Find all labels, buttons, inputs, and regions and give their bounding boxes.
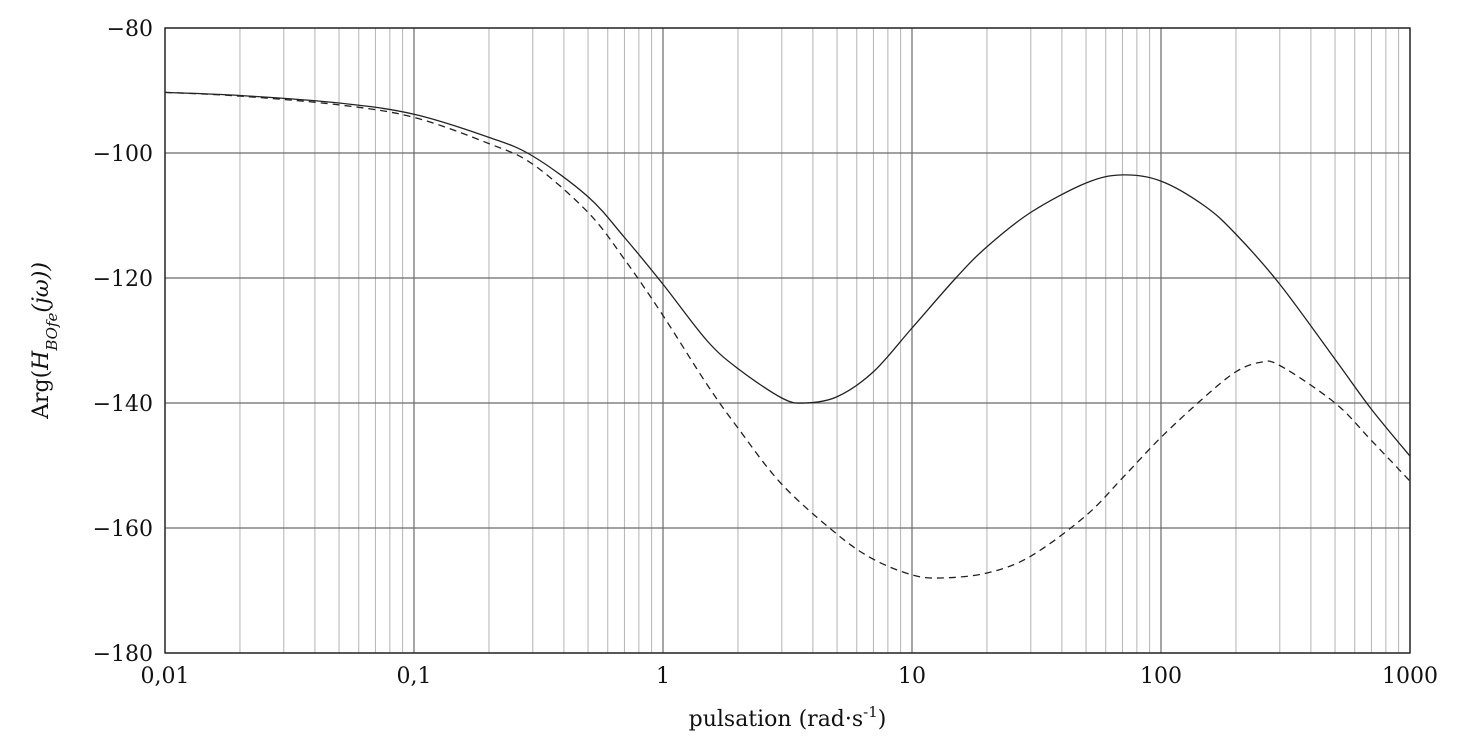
y-axis-title: Arg(HBOfe(jω)) xyxy=(29,262,61,420)
y-tick-label: −160 xyxy=(93,517,153,542)
grid xyxy=(164,27,1411,654)
y-axis-title-h: H xyxy=(29,350,54,371)
x-axis-title: pulsation (rad·s-1) xyxy=(689,703,887,732)
x-tick-label: 0,1 xyxy=(397,664,432,689)
y-tick-label: −80 xyxy=(107,17,153,42)
x-tick-label: 100 xyxy=(1140,664,1182,689)
series-line-dashed xyxy=(164,91,1411,579)
series-layer xyxy=(164,91,1411,579)
y-axis-title-arg: (jω)) xyxy=(29,262,54,313)
y-tick-label: −180 xyxy=(93,642,153,667)
series-line-solid xyxy=(164,91,1411,457)
x-tick-label: 0,01 xyxy=(141,664,190,689)
y-tick-label: −100 xyxy=(93,142,153,167)
plot-frame xyxy=(164,27,1411,654)
x-tick-label: 10 xyxy=(898,664,926,689)
y-tick-label: −140 xyxy=(93,392,153,417)
x-tick-label: 1 xyxy=(656,664,670,689)
x-tick-label: 1000 xyxy=(1382,664,1438,689)
y-tick-label: −120 xyxy=(93,267,153,292)
y-axis-title-sub: BOfe xyxy=(43,312,61,351)
x-axis-title-sup: -1 xyxy=(863,703,878,721)
x-axis-title-text: pulsation (rad·s xyxy=(689,707,864,732)
y-axis-title-prefix: Arg( xyxy=(29,370,54,420)
x-axis-title-close: ) xyxy=(878,707,887,732)
tick-labels: 0,01 0,1 1 10 100 1000 −80 −100 −120 −140 −160 −180 xyxy=(93,17,1438,689)
